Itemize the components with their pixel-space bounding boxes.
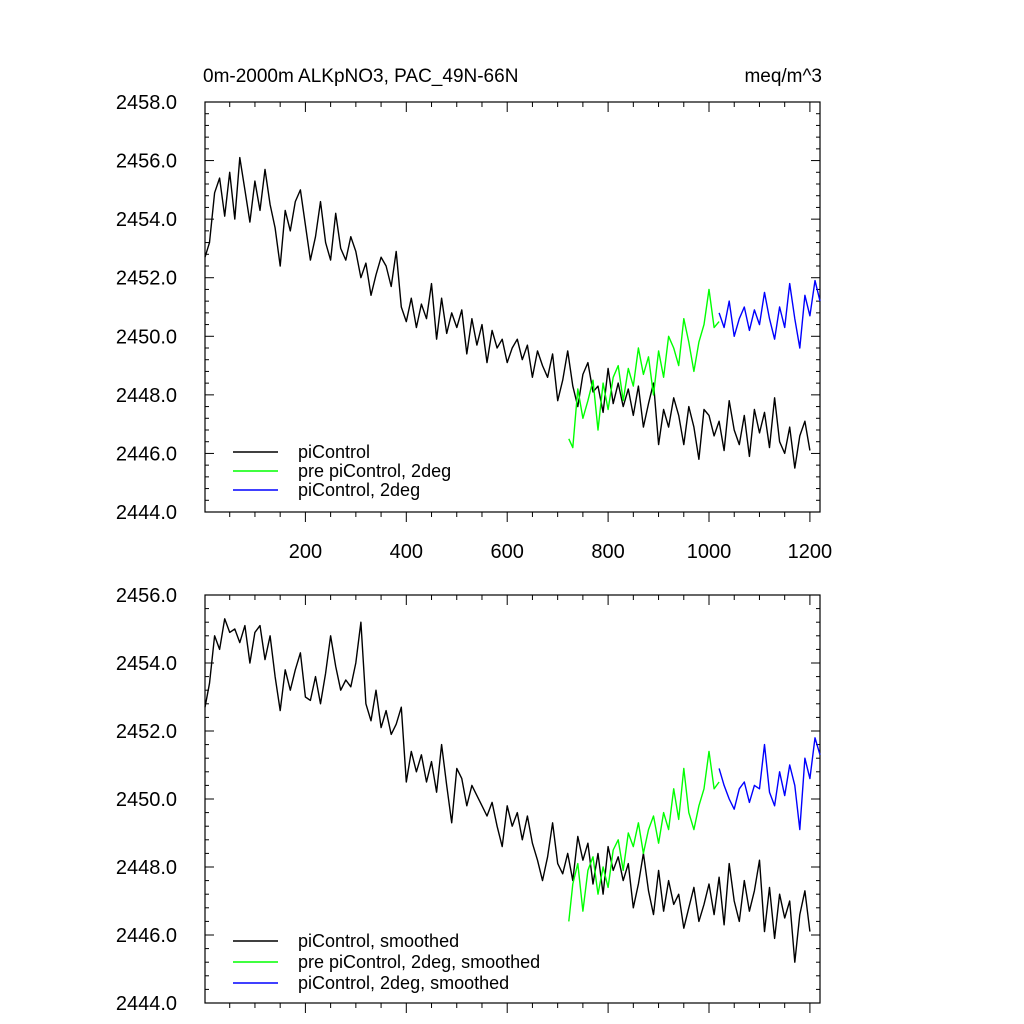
x-tick-label: 400 <box>390 541 423 563</box>
series-line-picontrol <box>204 156 811 469</box>
y-tick-label: 2444.0 <box>116 502 177 524</box>
y-tick-label: 2458.0 <box>116 92 177 114</box>
legend-label: pre piControl, 2deg <box>298 461 451 481</box>
y-tick-label: 2450.0 <box>116 326 177 348</box>
legend-label: piControl, 2deg <box>298 480 420 500</box>
y-tick-label: 2454.0 <box>116 209 177 231</box>
y-tick-label: 2448.0 <box>116 857 177 879</box>
series-line-picontrol-2deg <box>718 737 821 831</box>
y-tick-label: 2456.0 <box>116 585 177 607</box>
series-line-picontrol-2deg <box>718 279 821 349</box>
series-line-pre-picontrol-2deg <box>568 288 720 449</box>
top-y-axis: 2444.0 2446.0 2448.0 2450.0 2452.0 2454.0 2456… <box>116 92 820 524</box>
legend-label: piControl, 2deg, smoothed <box>298 973 509 993</box>
x-tick-label: 1200 <box>788 541 833 563</box>
bottom-series-layer <box>204 618 821 963</box>
series-line-picontrol <box>204 618 811 963</box>
legend-label: piControl <box>298 442 370 462</box>
chart-title: 0m-2000m ALKpNO3, PAC_49N-66N <box>203 66 518 87</box>
top-x-axis: 200 400 600 800 1000 1200 <box>229 102 833 563</box>
bottom-x-axis <box>229 595 811 1013</box>
y-tick-label: 2454.0 <box>116 653 177 675</box>
x-tick-label: 200 <box>289 541 322 563</box>
legend-label: pre piControl, 2deg, smoothed <box>298 952 540 972</box>
bottom-y-axis: 2444.0 2446.0 2448.0 2450.0 2452.0 2454.0 2456… <box>116 585 820 1015</box>
y-tick-label: 2446.0 <box>116 925 177 947</box>
y-tick-label: 2456.0 <box>116 151 177 173</box>
bottom-panel: 2444.0 2446.0 2448.0 2450.0 2452.0 2454.0 2456… <box>116 585 821 1015</box>
y-tick-label: 2448.0 <box>116 385 177 407</box>
y-tick-label: 2444.0 <box>116 993 177 1015</box>
top-panel: 2444.0 2446.0 2448.0 2450.0 2452.0 2454.0 2456… <box>116 92 832 563</box>
x-tick-label: 800 <box>591 541 624 563</box>
y-tick-label: 2452.0 <box>116 268 177 290</box>
y-tick-label: 2446.0 <box>116 443 177 465</box>
legend-label: piControl, smoothed <box>298 931 459 951</box>
x-tick-label: 600 <box>491 541 524 563</box>
y-tick-label: 2452.0 <box>116 721 177 743</box>
chart-units: meq/m^3 <box>744 66 822 87</box>
y-tick-label: 2450.0 <box>116 789 177 811</box>
series-line-pre-picontrol-2deg <box>568 750 720 922</box>
top-series-layer <box>204 156 821 469</box>
top-plot-frame <box>204 101 821 513</box>
x-tick-label: 1000 <box>687 541 732 563</box>
